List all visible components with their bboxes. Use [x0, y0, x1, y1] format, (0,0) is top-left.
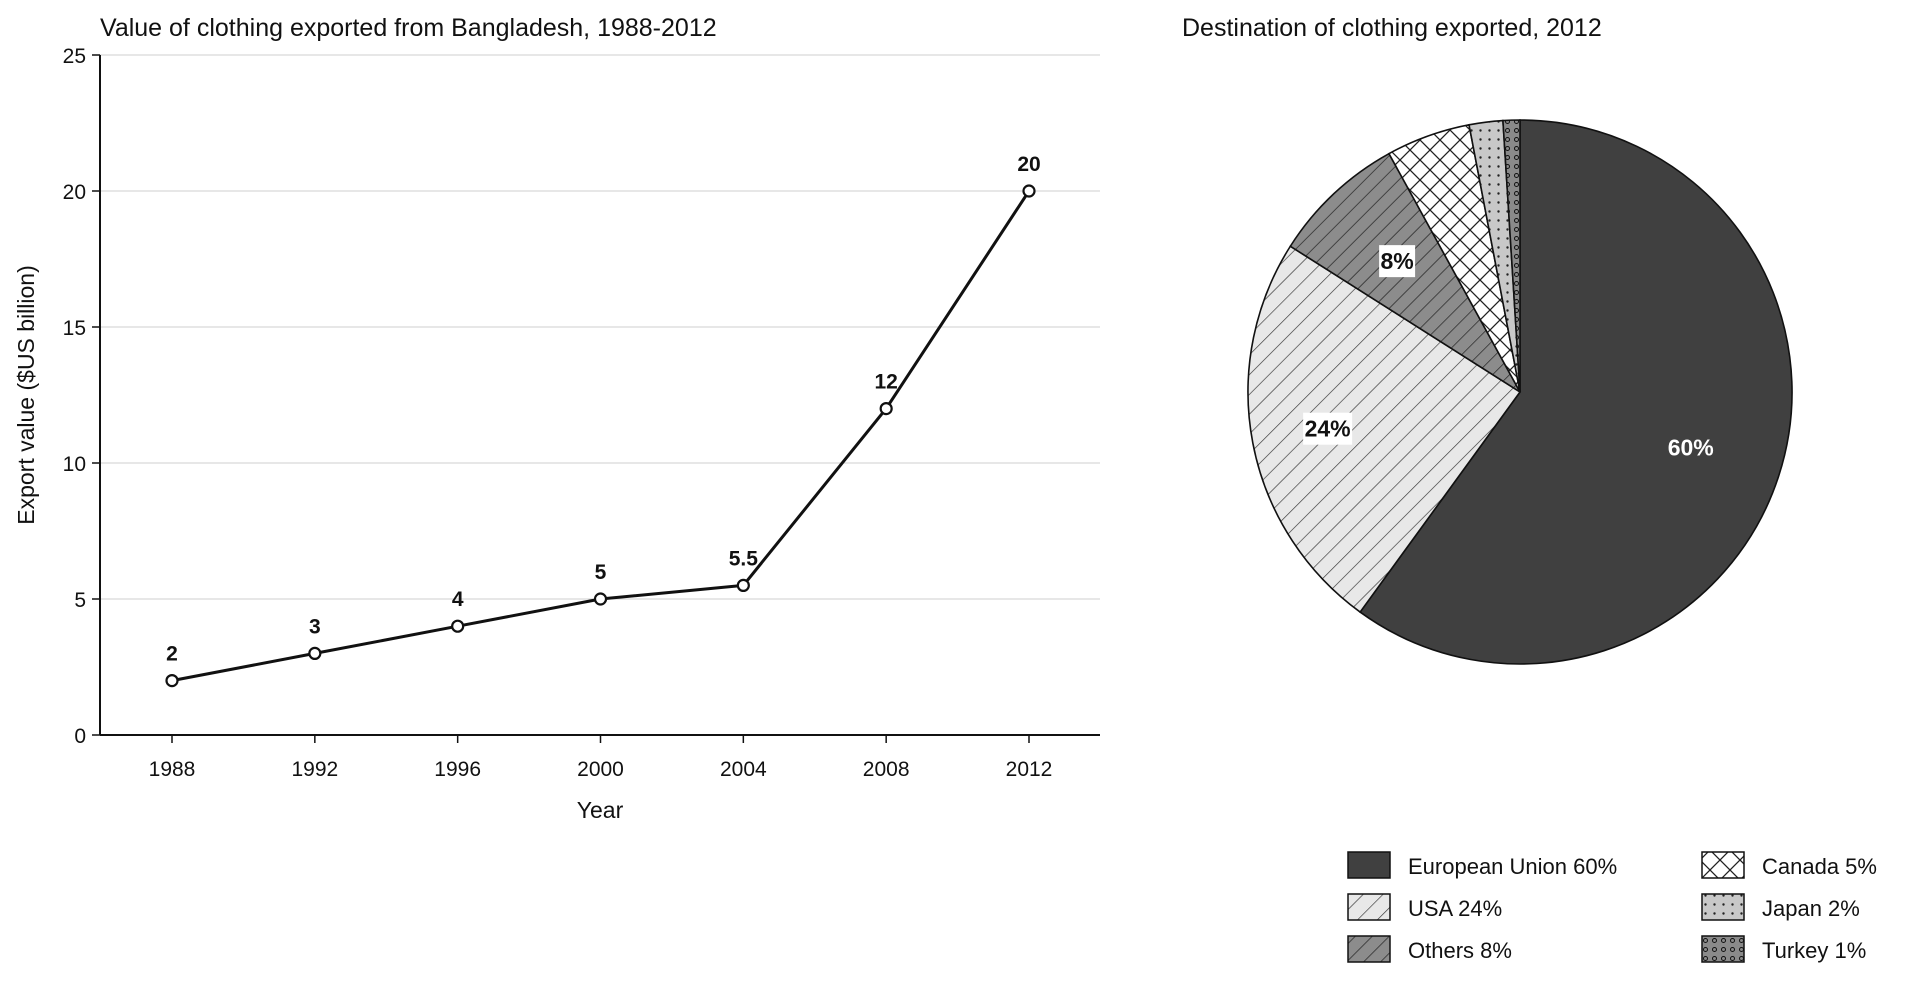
y-tick-label: 25 [63, 45, 86, 68]
legend-label: Turkey 1% [1762, 938, 1866, 963]
legend-swatch [1701, 893, 1745, 921]
legend-item: Canada 5% [1701, 851, 1877, 879]
x-tick-label: 2000 [577, 758, 624, 781]
line-chart-gridlines [100, 54, 1100, 600]
y-tick-label: 0 [74, 725, 86, 748]
legend-label: Others 8% [1408, 938, 1512, 963]
legend-item: Turkey 1% [1701, 935, 1866, 963]
pie-chart-title: Destination of clothing exported, 2012 [1182, 14, 1602, 42]
pie-data-labels: 60% 24% 8% [1303, 245, 1714, 460]
legend-swatch [1347, 851, 1391, 879]
y-tick-label: 15 [63, 317, 86, 340]
x-axis-label: Year [577, 797, 624, 823]
legend-item: Japan 2% [1701, 893, 1860, 921]
data-point [736, 578, 750, 593]
data-point [593, 592, 608, 606]
pie-data-label: 8% [1380, 248, 1413, 274]
legend-swatch [1701, 935, 1745, 963]
data-point [1022, 184, 1036, 198]
series-line: 2 3 4 5 5.5 12 20 [165, 153, 1041, 688]
data-point [165, 673, 179, 688]
data-point [451, 619, 465, 633]
legend-swatch [1347, 893, 1391, 921]
legend-label: European Union 60% [1408, 854, 1617, 879]
legend-label: Canada 5% [1762, 854, 1877, 879]
y-tick-label: 10 [63, 453, 86, 476]
legend-item: European Union 60% [1347, 851, 1617, 879]
x-axis-ticks: 1988 1992 1996 2000 2004 2008 2012 [149, 735, 1053, 781]
series-path [171, 190, 1031, 683]
data-label: 12 [874, 371, 897, 394]
x-tick-label: 1992 [291, 758, 338, 781]
pie-data-label: 24% [1305, 416, 1351, 442]
pie-label-background [1303, 412, 1353, 445]
data-label: 3 [309, 615, 321, 638]
legend-swatch [1701, 851, 1745, 879]
y-tick-label: 20 [63, 181, 86, 204]
legend-item: USA 24% [1347, 893, 1502, 921]
data-label: 5 [595, 561, 607, 584]
line-chart: Value of clothing exported from Banglade… [13, 14, 1100, 823]
x-tick-label: 1988 [149, 758, 196, 781]
data-label: 4 [452, 588, 464, 611]
pie-legend: European Union 60% USA 24% Others 8% Canada… [1347, 851, 1877, 963]
x-tick-label: 2008 [863, 758, 910, 781]
x-tick-label: 2004 [720, 758, 767, 781]
legend-label: USA 24% [1408, 896, 1502, 921]
y-axis-label: Export value ($US billion) [13, 265, 39, 525]
pie-slices [1247, 119, 1793, 665]
legend-swatch [1347, 935, 1391, 963]
legend-item: Others 8% [1347, 935, 1512, 963]
legend-label: Japan 2% [1762, 896, 1860, 921]
pie-data-label: 60% [1668, 434, 1714, 460]
data-label: 5.5 [729, 547, 759, 570]
line-chart-title: Value of clothing exported from Banglade… [100, 14, 717, 42]
y-tick-label: 5 [74, 589, 86, 612]
data-point [308, 646, 322, 661]
pie-slice-european-union [1359, 119, 1793, 665]
y-axis-ticks: 0 5 10 15 20 25 [63, 45, 100, 748]
data-label: 20 [1017, 153, 1040, 176]
data-point [879, 402, 893, 416]
pie-chart: Destination of clothing exported, 2012 6… [1182, 14, 1793, 665]
x-tick-label: 2012 [1006, 758, 1053, 781]
pie-slice-usa [1247, 245, 1522, 614]
x-tick-label: 1996 [434, 758, 481, 781]
pie-slice-turkey [1502, 119, 1521, 393]
data-label: 2 [166, 643, 178, 666]
pie-label-background [1379, 245, 1416, 278]
